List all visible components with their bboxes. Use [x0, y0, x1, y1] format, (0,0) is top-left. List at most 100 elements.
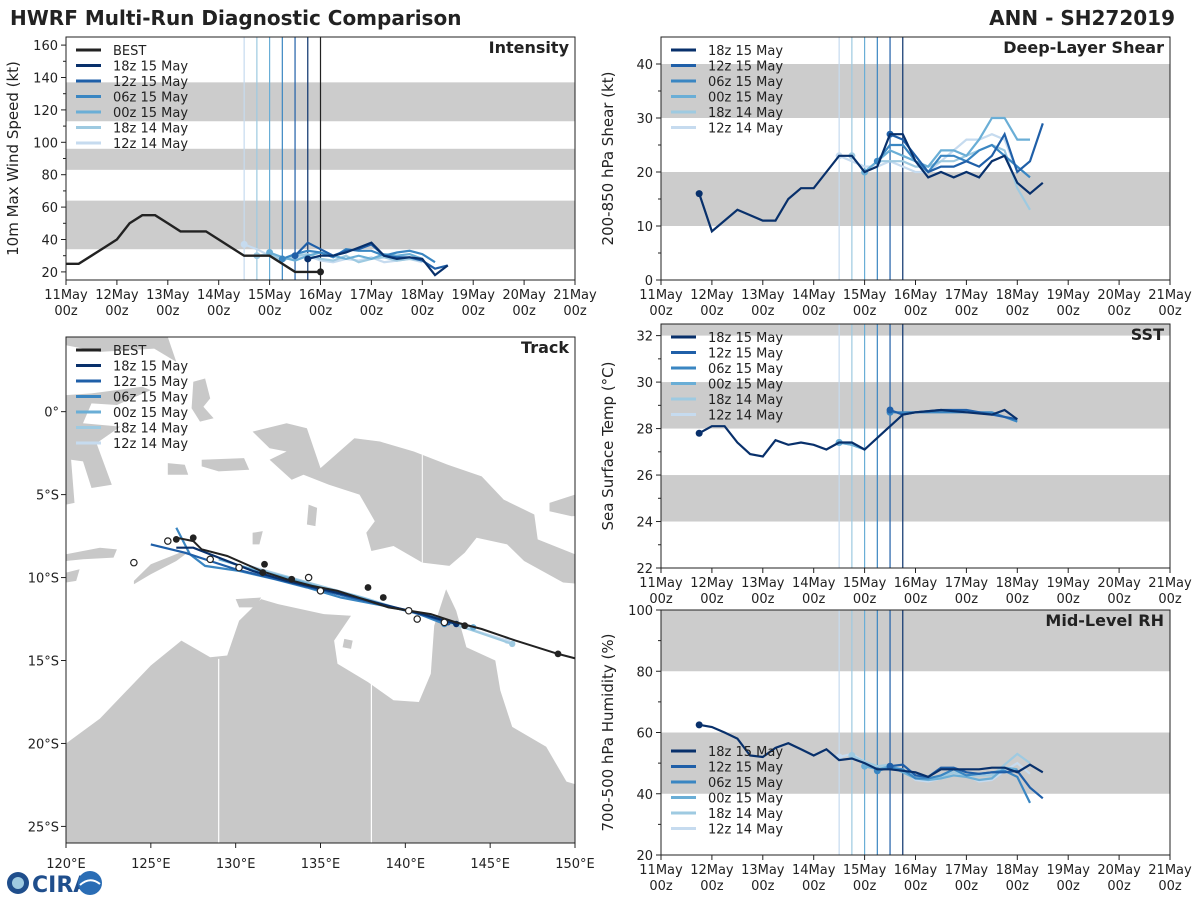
legend-label: 12z 15 May — [113, 375, 188, 390]
sst-ytick-label: 30 — [636, 376, 653, 391]
rh-series-1 — [889, 763, 1044, 800]
land-new-guinea — [252, 423, 575, 584]
shear-xtick-sub: 00z — [904, 304, 928, 319]
sst-xtick-label: 13May — [741, 576, 785, 591]
rh-series-1-start — [886, 762, 894, 770]
sst-ytick-label: 24 — [636, 516, 653, 531]
track-ytick-label: 15°S — [28, 655, 59, 670]
shear-xtick-label: 14May — [792, 288, 836, 303]
land-seram — [201, 458, 250, 472]
sst-ytick-label: 26 — [636, 469, 653, 484]
track-marker-filled — [259, 569, 267, 576]
shear-ylabel: 200-850 hPa Shear (kt) — [599, 72, 617, 246]
intensity-series-5-start — [240, 240, 248, 248]
intensity-ytick-label: 120 — [33, 104, 58, 119]
rh-ytick-label: 100 — [628, 604, 653, 619]
intensity-best-series — [66, 213, 321, 274]
rh-xtick-sub: 00z — [1006, 879, 1030, 894]
intensity-series-1-start — [291, 252, 299, 260]
shear-ytick-label: 10 — [636, 220, 653, 235]
shear-xtick-label: 18May — [996, 288, 1040, 303]
shear-xtick-sub: 00z — [751, 304, 775, 319]
shear-xtick-label: 12May — [690, 288, 734, 303]
rh-panel: 2040608010011May00z12May00z13May00z14May… — [599, 604, 1192, 894]
shear-xtick-sub: 00z — [1057, 304, 1081, 319]
intensity-xtick-label: 11May — [44, 288, 88, 303]
track-xtick-label: 150°E — [555, 857, 595, 872]
legend-label: 18z 15 May — [708, 331, 783, 346]
track-marker-filled — [379, 594, 387, 601]
shear-series-0-start — [695, 190, 703, 198]
shear-band-1 — [661, 64, 1170, 118]
sst-band-1 — [661, 382, 1170, 429]
shear-xtick-sub: 00z — [1158, 304, 1182, 319]
shear-xtick-sub: 00z — [853, 304, 877, 319]
intensity-xtick-sub: 00z — [360, 304, 384, 319]
shear-xtick-sub: 00z — [700, 304, 724, 319]
track-ytick-label: 25°S — [28, 820, 59, 835]
rh-xtick-label: 14May — [792, 863, 836, 878]
intensity-ytick-label: 140 — [33, 72, 58, 87]
intensity-ytick-label: 40 — [41, 234, 58, 249]
shear-xtick-label: 21May — [1148, 288, 1192, 303]
shear-xtick-label: 11May — [639, 288, 683, 303]
track-marker-filled — [288, 575, 296, 583]
track-marker-filled — [461, 622, 469, 630]
rh-title: Mid-Level RH — [1045, 611, 1164, 630]
legend-label: 00z 15 May — [708, 792, 783, 807]
cira-logo: CIRA — [7, 871, 102, 898]
shear-series-3 — [863, 116, 1030, 173]
land-mindanao — [66, 337, 177, 362]
sst-ytick-label: 32 — [636, 330, 653, 345]
track-xtick-label: 130°E — [216, 857, 256, 872]
intensity-xtick-label: 16May — [299, 288, 343, 303]
legend-label: 18z 14 May — [708, 807, 783, 822]
land-tanimbar — [252, 531, 263, 545]
sst-xtick-sub: 00z — [802, 592, 826, 607]
shear-ytick-label: 0 — [645, 274, 653, 289]
rh-series-4-start — [848, 751, 856, 759]
shear-series-0 — [698, 133, 1044, 234]
sst-xtick-sub: 00z — [955, 592, 979, 607]
track-marker-filled — [554, 650, 562, 658]
legend-label: 06z 15 May — [113, 91, 188, 106]
shear-xtick-label: 17May — [945, 288, 989, 303]
intensity-title: Intensity — [489, 38, 570, 57]
shear-xtick-sub: 00z — [955, 304, 979, 319]
land-halmahera — [191, 378, 214, 422]
track-marker-filled — [261, 560, 268, 568]
rh-ytick-label: 40 — [636, 788, 653, 803]
rh-ytick-label: 80 — [636, 665, 653, 680]
rh-xtick-sub: 00z — [751, 879, 775, 894]
intensity-xtick-sub: 00z — [309, 304, 333, 319]
intensity-xtick-label: 12May — [95, 288, 139, 303]
land-melville — [235, 597, 262, 608]
legend-label: 12z 15 May — [113, 75, 188, 90]
rh-xtick-label: 11May — [639, 863, 683, 878]
sst-xtick-sub: 00z — [1158, 592, 1182, 607]
sst-series — [695, 406, 1018, 458]
intensity-xtick-sub: 00z — [411, 304, 435, 319]
track-series-4-start — [509, 640, 516, 648]
intensity-series — [66, 213, 449, 277]
intensity-xtick-label: 17May — [350, 288, 394, 303]
track-marker-filled — [364, 584, 372, 591]
track-title: Track — [521, 338, 569, 357]
sst-xtick-label: 19May — [1046, 576, 1090, 591]
shear-xtick-sub: 00z — [1006, 304, 1030, 319]
track-marker-filled — [172, 536, 180, 543]
legend-label: 12z 15 May — [708, 347, 783, 362]
legend-label: 12z 14 May — [708, 122, 783, 137]
rh-ytick-label: 60 — [636, 727, 653, 742]
rh-xtick-label: 16May — [894, 863, 938, 878]
track-marker-open — [206, 555, 215, 564]
rh-xtick-label: 19May — [1046, 863, 1090, 878]
shear-xtick-label: 15May — [843, 288, 887, 303]
rh-series-0-start — [695, 721, 703, 729]
sst-xtick-sub: 00z — [1006, 592, 1030, 607]
track-ytick-label: 0° — [44, 406, 59, 421]
sst-panel: 22242628303211May00z12May00z13May00z14Ma… — [599, 323, 1192, 607]
rh-ylabel: 700-500 hPa Humidity (%) — [599, 633, 617, 831]
rh-xtick-sub: 00z — [649, 879, 673, 894]
